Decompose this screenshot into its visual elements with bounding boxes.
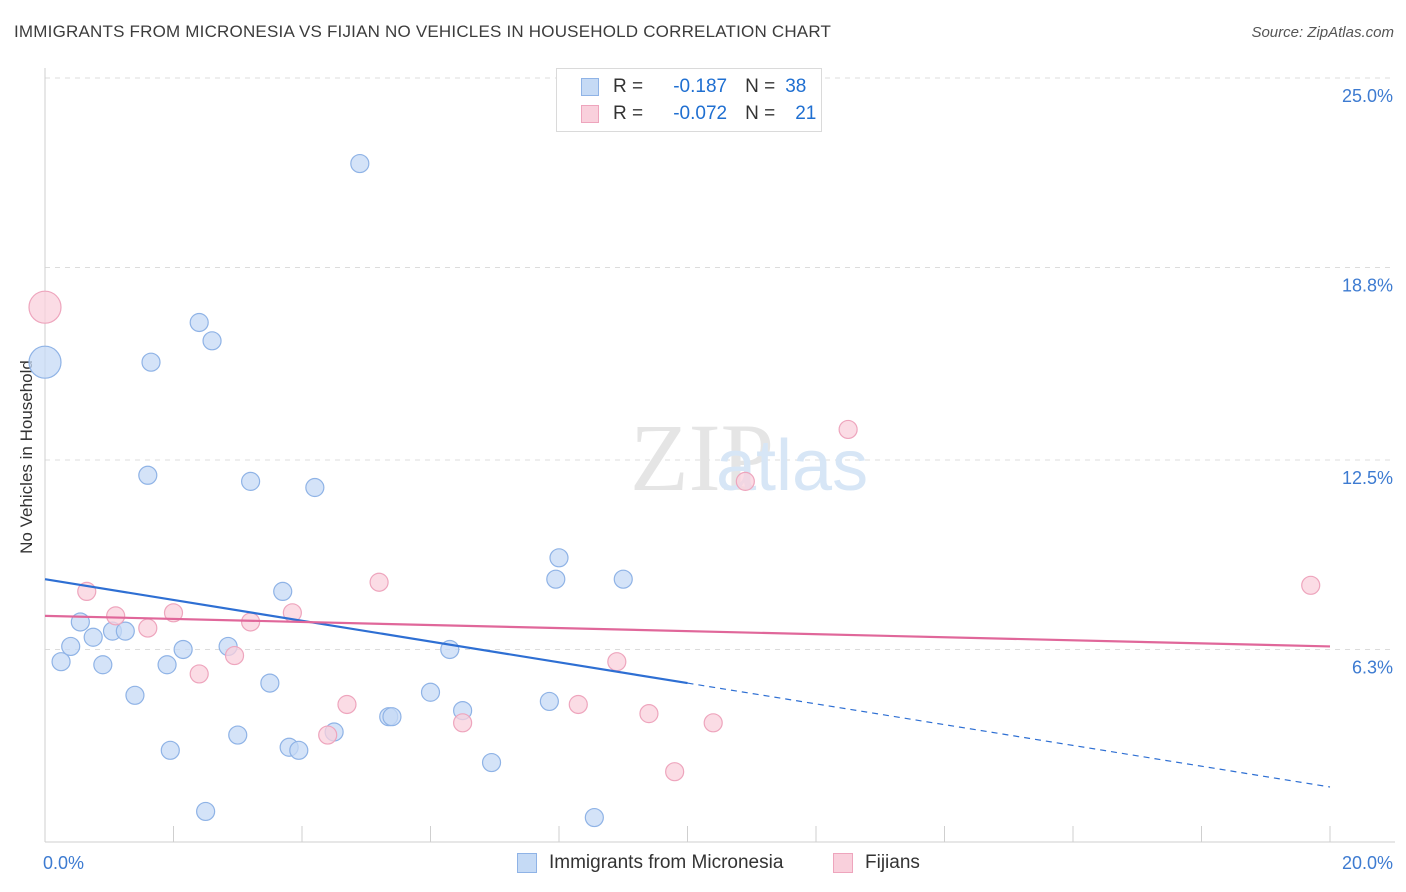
fijian-point: [1301, 575, 1321, 595]
fijian-point: [568, 694, 588, 715]
micronesia-point: [549, 548, 569, 568]
data-points: [28, 153, 1321, 828]
fijian-trendline: [44, 614, 1331, 648]
legend-swatch-pink: [833, 853, 853, 873]
watermark-zip: ZIP: [630, 404, 774, 511]
n-label: N =: [745, 103, 776, 124]
watermark: ZIP atlas: [630, 404, 868, 511]
fijian-point: [224, 645, 245, 666]
fijian-point: [318, 725, 338, 745]
fijian-point: [189, 664, 209, 684]
fijian-point: [607, 652, 627, 672]
micronesia-point: [260, 673, 280, 693]
micronesia-point: [160, 740, 180, 760]
chart-title: IMMIGRANTS FROM MICRONESIA VS FIJIAN NO …: [14, 22, 832, 41]
fijian-point: [369, 572, 389, 592]
x-tick-label: 0.0%: [43, 853, 84, 873]
micronesia-point: [382, 707, 402, 727]
fijian-point: [106, 606, 126, 626]
stats-legend: R = -0.187 N = 38 R = -0.072 N = 21: [556, 68, 822, 132]
fijian-point: [639, 704, 659, 724]
n-value: 38: [785, 76, 807, 97]
micronesia-point: [61, 636, 81, 657]
fijian-point: [703, 713, 723, 733]
micronesia-trendline: [44, 578, 688, 685]
y-tick-label: 25.0%: [1342, 86, 1393, 106]
legend-label: Immigrants from Micronesia: [549, 852, 784, 873]
micronesia-point: [115, 621, 135, 641]
fijian-point: [453, 713, 473, 733]
trendlines: [44, 578, 1331, 788]
fijian-point: [163, 603, 184, 623]
micronesia-point: [241, 471, 261, 491]
watermark-atlas: atlas: [716, 426, 868, 506]
fijian-point: [665, 762, 685, 782]
micronesia-point: [196, 801, 216, 822]
micronesia-point: [138, 465, 158, 485]
micronesia-point: [546, 569, 566, 589]
micronesia-point: [305, 477, 325, 498]
source-credit: Source: ZipAtlas.com: [1251, 24, 1394, 41]
micronesia-point: [141, 352, 161, 372]
legend-swatch-blue: [517, 853, 537, 873]
tick-labels: 6.3% 12.5% 18.8% 25.0% 0.0% 20.0%: [43, 86, 1393, 873]
x-tick-label: 20.0%: [1342, 853, 1393, 873]
series-legend: Immigrants from Micronesia Fijians: [0, 852, 1406, 878]
legend-row-fijians: R = -0.072 N = 21: [581, 102, 816, 126]
y-tick-label: 18.8%: [1342, 275, 1393, 295]
micronesia-point: [83, 627, 103, 647]
micronesia-point: [289, 740, 309, 760]
micronesia-point: [173, 639, 193, 660]
micronesia-trendline-extension: [687, 682, 1331, 788]
legend-item-fijians: Fijians: [833, 852, 920, 874]
micronesia-point: [539, 691, 559, 712]
micronesia-point: [189, 312, 209, 333]
legend-swatch-pink: [581, 105, 599, 123]
r-value: -0.187: [673, 76, 728, 97]
micronesia-point: [420, 682, 441, 702]
gridlines: [45, 77, 1395, 650]
micronesia-point: [613, 569, 633, 589]
micronesia-point: [350, 153, 370, 174]
r-label: R =: [613, 76, 644, 97]
micronesia-point: [28, 345, 62, 379]
micronesia-point: [584, 807, 604, 828]
micronesia-point: [125, 685, 145, 705]
legend-row-micronesia: R = -0.187 N = 38: [581, 75, 806, 99]
axes: [44, 68, 1395, 843]
legend-label: Fijians: [865, 852, 920, 873]
micronesia-point: [202, 331, 222, 351]
fijian-point: [337, 694, 357, 715]
n-value: 21: [795, 103, 817, 124]
fijian-point: [838, 419, 858, 440]
r-label: R =: [613, 103, 644, 124]
fijian-point: [138, 618, 158, 638]
r-value: -0.072: [673, 103, 728, 124]
legend-swatch-blue: [581, 78, 599, 96]
n-label: N =: [745, 76, 776, 97]
micronesia-point: [228, 725, 248, 745]
micronesia-point: [157, 655, 177, 675]
micronesia-point: [51, 652, 71, 672]
y-tick-label: 12.5%: [1342, 468, 1393, 488]
micronesia-point: [273, 581, 293, 602]
fijian-point: [28, 290, 62, 324]
legend-item-micronesia: Immigrants from Micronesia: [517, 852, 783, 874]
micronesia-point: [481, 752, 502, 773]
micronesia-point: [93, 655, 113, 675]
fijian-point: [735, 471, 755, 491]
y-tick-label: 6.3%: [1352, 657, 1393, 677]
